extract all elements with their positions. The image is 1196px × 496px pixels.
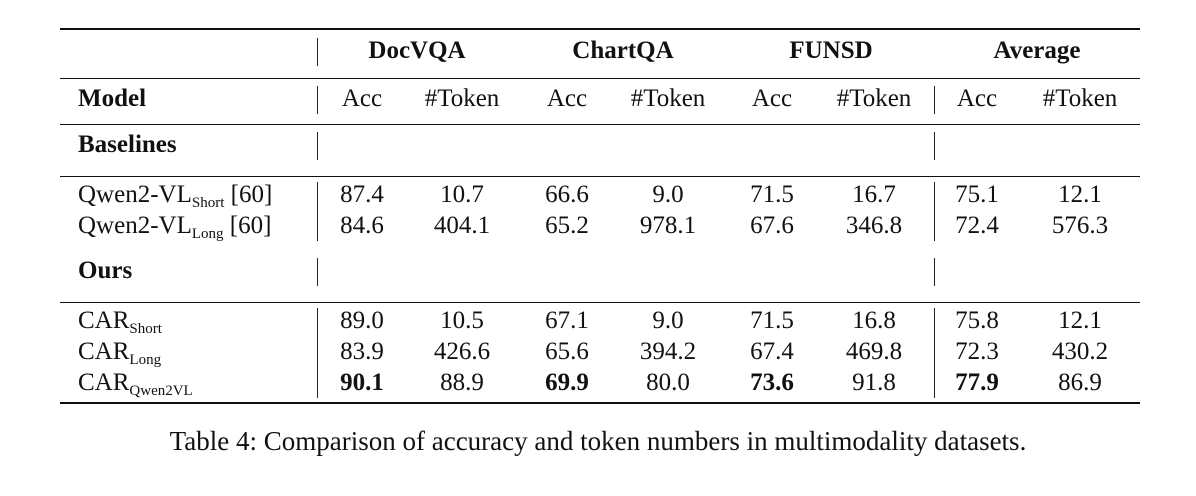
table-cell: 72.4 bbox=[955, 212, 999, 239]
table-cell: 65.6 bbox=[545, 338, 589, 365]
table-cell: 576.3 bbox=[1051, 212, 1109, 239]
table-cell: 12.1 bbox=[1058, 181, 1102, 208]
table-cell: 346.8 bbox=[845, 212, 903, 239]
table-cell: 91.8 bbox=[852, 369, 896, 396]
table-cell: 83.9 bbox=[340, 338, 384, 365]
sub-header: #Token bbox=[630, 85, 706, 112]
group-header-rule bbox=[60, 78, 1140, 79]
table-cell: 469.8 bbox=[845, 338, 903, 365]
column-divider bbox=[934, 182, 935, 241]
model-name: Qwen2-VLShort [60] bbox=[78, 180, 273, 211]
table-cell: 67.1 bbox=[545, 307, 589, 334]
table-cell: 12.1 bbox=[1058, 307, 1102, 334]
sub-header: Acc bbox=[546, 85, 588, 112]
table-cell: 75.8 bbox=[955, 307, 999, 334]
table-cell: 66.6 bbox=[545, 181, 589, 208]
column-divider bbox=[317, 132, 318, 160]
column-divider bbox=[317, 38, 318, 66]
group-header-chartqa: ChartQA bbox=[572, 37, 674, 64]
model-name-base: CAR bbox=[78, 369, 130, 396]
model-name: CARShort bbox=[78, 306, 162, 337]
model-name-citation: [60] bbox=[224, 181, 273, 208]
table-cell: 9.0 bbox=[652, 181, 684, 208]
sub-header: Acc bbox=[751, 85, 793, 112]
table-cell: 67.6 bbox=[750, 212, 794, 239]
table-cell: 69.9 bbox=[545, 369, 589, 396]
table-cell: 73.6 bbox=[750, 369, 794, 396]
table-cell: 16.7 bbox=[852, 181, 896, 208]
model-name: CARQwen2VL bbox=[78, 368, 193, 399]
group-header-average: Average bbox=[993, 37, 1081, 64]
top-rule bbox=[60, 28, 1140, 30]
table-cell: 978.1 bbox=[639, 212, 697, 239]
model-name-base: CAR bbox=[78, 338, 130, 365]
bottom-rule bbox=[60, 402, 1140, 404]
section-rule bbox=[60, 176, 1140, 177]
model-name-variant: Long bbox=[129, 352, 162, 368]
section-title: Baselines bbox=[78, 131, 177, 158]
model-name-variant: Long bbox=[191, 226, 224, 242]
table-cell: 10.5 bbox=[440, 307, 484, 334]
model-name-variant: Short bbox=[191, 195, 225, 211]
model-name: Qwen2-VLLong [60] bbox=[78, 211, 272, 242]
column-divider bbox=[317, 182, 318, 241]
table-cell: 90.1 bbox=[340, 369, 384, 396]
table-cell: 72.3 bbox=[955, 338, 999, 365]
table-cell: 84.6 bbox=[340, 212, 384, 239]
table-cell: 75.1 bbox=[955, 181, 999, 208]
sub-header: Acc bbox=[956, 85, 998, 112]
table-cell: 394.2 bbox=[639, 338, 697, 365]
sub-header: Acc bbox=[341, 85, 383, 112]
model-name-variant: Short bbox=[129, 321, 162, 337]
section-title: Ours bbox=[78, 257, 133, 284]
table-cell: 71.5 bbox=[750, 307, 794, 334]
model-name-base: Qwen2-VL bbox=[78, 181, 192, 208]
model-header: Model bbox=[78, 85, 147, 112]
model-name-citation: [60] bbox=[223, 212, 272, 239]
table-cell: 9.0 bbox=[652, 307, 684, 334]
table-cell: 77.9 bbox=[955, 369, 999, 396]
sub-header: #Token bbox=[836, 85, 912, 112]
table-cell: 430.2 bbox=[1051, 338, 1109, 365]
table-cell: 67.4 bbox=[750, 338, 794, 365]
table-cell: 10.7 bbox=[440, 181, 484, 208]
table-cell: 426.6 bbox=[433, 338, 491, 365]
column-divider bbox=[934, 132, 935, 160]
table-cell: 71.5 bbox=[750, 181, 794, 208]
model-name-variant: Qwen2VL bbox=[129, 383, 193, 399]
sub-header: #Token bbox=[1042, 85, 1118, 112]
model-name-base: Qwen2-VL bbox=[78, 212, 192, 239]
group-header-docvqa: DocVQA bbox=[368, 37, 466, 64]
table-caption: Table 4: Comparison of accuracy and toke… bbox=[169, 426, 1027, 456]
table-cell: 404.1 bbox=[433, 212, 491, 239]
table-cell: 89.0 bbox=[340, 307, 384, 334]
column-divider bbox=[317, 258, 318, 286]
table-cell: 86.9 bbox=[1058, 369, 1102, 396]
column-divider bbox=[934, 86, 935, 114]
column-divider bbox=[317, 86, 318, 114]
table-cell: 88.9 bbox=[440, 369, 484, 396]
group-header-funsd: FUNSD bbox=[789, 37, 873, 64]
column-divider bbox=[317, 308, 318, 398]
column-divider bbox=[934, 258, 935, 286]
model-name-base: CAR bbox=[78, 307, 130, 334]
table-cell: 16.8 bbox=[852, 307, 896, 334]
table-cell: 80.0 bbox=[646, 369, 690, 396]
header-rule bbox=[60, 124, 1140, 125]
model-name: CARLong bbox=[78, 337, 162, 368]
column-divider bbox=[934, 308, 935, 398]
sub-header: #Token bbox=[424, 85, 500, 112]
table-cell: 87.4 bbox=[340, 181, 384, 208]
section-rule bbox=[60, 302, 1140, 303]
table-cell: 65.2 bbox=[545, 212, 589, 239]
